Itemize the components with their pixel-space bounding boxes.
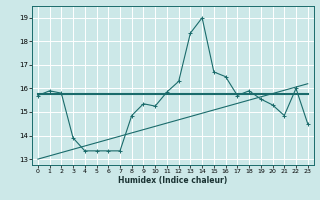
X-axis label: Humidex (Indice chaleur): Humidex (Indice chaleur) (118, 176, 228, 185)
